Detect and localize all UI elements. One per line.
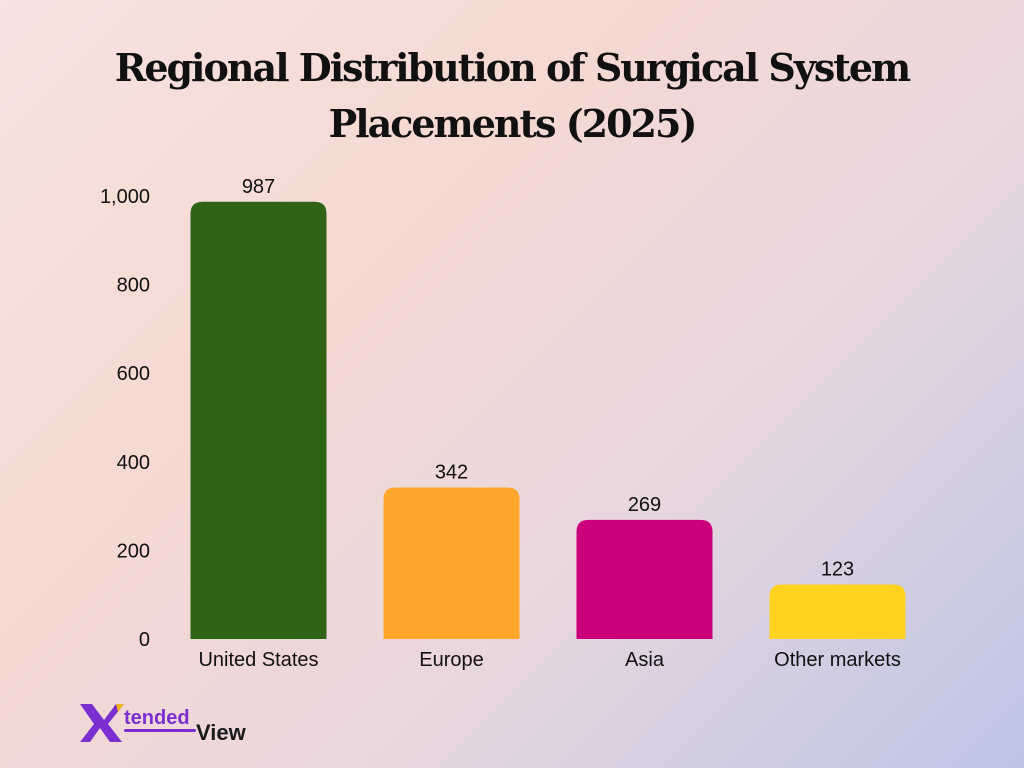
x-axis: United States Europe Asia Other markets — [198, 649, 900, 671]
y-axis: 0 200 400 600 800 1,000 — [100, 186, 150, 651]
y-tick-label: 200 — [117, 540, 150, 562]
bar-value-label: 342 — [435, 461, 468, 483]
x-category-label: Other markets — [774, 649, 901, 671]
chart-title-line-1: Regional Distribution of Surgical System — [114, 45, 912, 90]
y-tick-label: 400 — [117, 452, 150, 474]
y-tick-label: 0 — [139, 629, 150, 651]
xtendedview-logo: tended View — [80, 704, 247, 744]
logo-text-top: tended — [124, 707, 190, 729]
logo-underline — [124, 729, 196, 732]
bar — [769, 584, 906, 639]
chart-title-line-2: Placements (2025) — [328, 101, 698, 146]
bar — [383, 487, 520, 639]
data-labels: 987 342 269 123 — [242, 176, 854, 581]
logo-mark-icon — [80, 704, 124, 742]
bar-value-label: 269 — [628, 494, 661, 516]
x-category-label: Asia — [625, 649, 665, 671]
y-tick-label: 1,000 — [100, 186, 150, 208]
bar — [190, 201, 327, 639]
logo-text-bottom: View — [196, 720, 247, 744]
x-category-label: United States — [198, 649, 318, 671]
y-tick-label: 800 — [117, 275, 150, 297]
bar-value-label: 123 — [821, 559, 854, 581]
chart-title: Regional Distribution of Surgical System… — [0, 40, 1024, 152]
y-tick-label: 600 — [117, 363, 150, 385]
bar-value-label: 987 — [242, 176, 275, 198]
bars — [190, 201, 906, 639]
bar — [576, 519, 713, 639]
x-category-label: Europe — [419, 649, 484, 671]
